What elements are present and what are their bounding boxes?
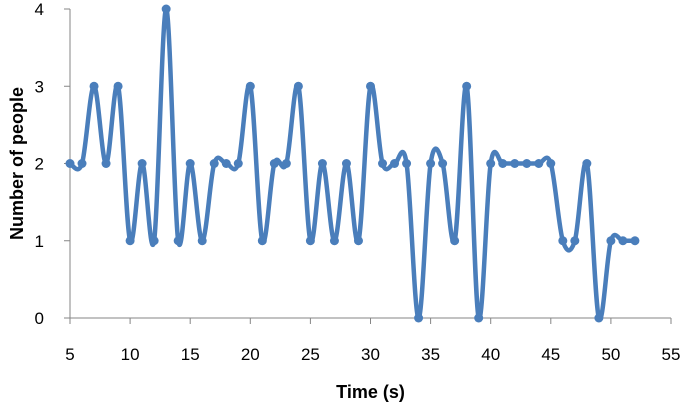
data-point	[510, 159, 520, 168]
data-point	[558, 236, 568, 246]
data-point	[185, 159, 195, 168]
data-point	[366, 81, 375, 91]
data-point	[486, 159, 496, 168]
y-tick-label: 2	[35, 155, 44, 174]
data-point	[221, 159, 231, 168]
x-tick-label: 50	[601, 345, 620, 364]
data-point	[293, 81, 303, 91]
x-axis-title: Time (s)	[336, 382, 405, 402]
data-point	[606, 236, 616, 246]
data-point	[77, 159, 87, 168]
data-point	[450, 236, 460, 246]
data-point	[209, 159, 219, 168]
y-axis-title: Number of people	[7, 87, 27, 240]
data-point	[89, 81, 99, 91]
data-point	[426, 159, 436, 168]
data-point	[522, 159, 532, 168]
data-point	[630, 236, 640, 246]
data-point	[402, 159, 412, 168]
data-point	[594, 313, 604, 323]
data-point	[534, 159, 544, 168]
data-point	[65, 159, 75, 168]
data-point	[245, 81, 255, 91]
x-tick-label: 20	[241, 345, 260, 364]
data-point	[173, 236, 183, 246]
data-point	[378, 159, 388, 168]
series-group	[65, 4, 640, 323]
data-point	[305, 236, 315, 246]
data-point	[125, 236, 135, 246]
data-point	[233, 159, 243, 168]
x-tick-label: 40	[481, 345, 500, 364]
data-point	[269, 159, 279, 168]
data-point	[137, 159, 147, 168]
data-point	[462, 81, 472, 91]
x-tick-label: 30	[361, 345, 380, 364]
data-point	[101, 159, 111, 168]
y-tick-label: 4	[35, 0, 44, 19]
data-point	[414, 313, 424, 323]
data-point	[149, 236, 159, 246]
plot-area: 5 10 15 20 25 30 35 40 45 50 55 0 1 2 3 4	[35, 0, 681, 364]
x-axis-ticks: 5 10 15 20 25 30 35 40 45 50 55	[65, 318, 680, 364]
data-point	[353, 236, 363, 246]
data-point	[257, 236, 267, 246]
data-point	[546, 159, 556, 168]
data-point	[317, 159, 327, 168]
x-tick-label: 55	[662, 345, 681, 364]
y-tick-label: 1	[35, 232, 44, 251]
y-tick-label: 3	[35, 77, 44, 96]
data-point	[474, 313, 484, 323]
data-point	[438, 159, 448, 168]
data-point	[341, 159, 351, 168]
data-point	[570, 236, 580, 246]
x-tick-label: 5	[65, 345, 74, 364]
data-point	[618, 236, 628, 246]
data-point	[161, 4, 171, 14]
x-tick-label: 25	[301, 345, 320, 364]
x-tick-label: 45	[541, 345, 560, 364]
data-point	[281, 159, 291, 168]
data-point	[197, 236, 207, 246]
data-point	[582, 159, 592, 168]
data-point	[390, 159, 400, 168]
data-point	[113, 81, 123, 91]
x-tick-label: 35	[421, 345, 440, 364]
x-tick-label: 10	[121, 345, 140, 364]
data-point	[329, 236, 339, 246]
data-point	[498, 159, 508, 168]
y-axis-ticks: 0 1 2 3 4	[35, 0, 70, 328]
x-tick-label: 15	[181, 345, 200, 364]
y-tick-label: 0	[35, 309, 44, 328]
